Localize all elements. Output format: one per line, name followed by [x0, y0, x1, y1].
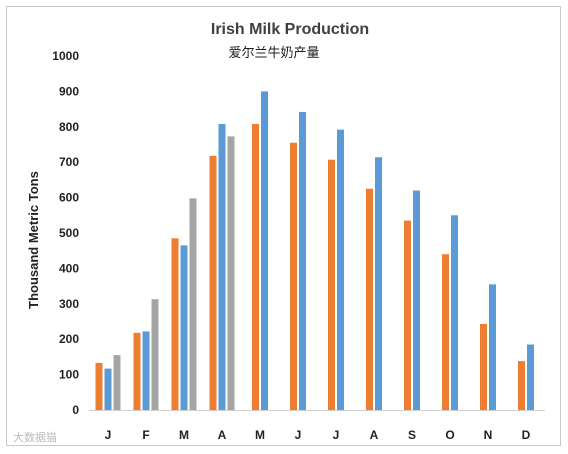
x-tick-label: A — [370, 428, 379, 442]
x-tick-label: J — [295, 428, 302, 442]
chart-subtitle: 爱尔兰牛奶产量 — [228, 45, 319, 60]
y-axis-label: Thousand Metric Tons — [26, 171, 41, 309]
bar-series-2-6 — [337, 129, 344, 410]
y-tick-label: 200 — [59, 332, 79, 346]
bar-series-1-9 — [442, 254, 449, 410]
x-tick-label: A — [218, 428, 227, 442]
bar-series-2-1 — [142, 331, 150, 410]
y-tick-label: 800 — [59, 120, 79, 134]
bar-series-1-5 — [290, 142, 297, 411]
bar-series-1-6 — [328, 159, 335, 410]
x-tick-label: O — [445, 428, 454, 442]
bar-series-2-7 — [375, 157, 382, 410]
y-tick-label: 500 — [59, 226, 79, 240]
bar-series-3-3 — [227, 136, 235, 410]
milk-production-chart: Irish Milk Production 爱尔兰牛奶产量 Thousand M… — [13, 21, 545, 444]
chart-frame: Irish Milk Production 爱尔兰牛奶产量 Thousand M… — [6, 6, 561, 446]
y-tick-label: 1000 — [52, 49, 79, 63]
bar-series-2-4 — [261, 91, 268, 411]
x-tick-label: N — [484, 428, 493, 442]
y-tick-label: 0 — [72, 403, 79, 417]
bar-series-2-9 — [451, 215, 458, 410]
bar-series-1-3 — [209, 155, 217, 410]
x-tick-label: J — [105, 428, 112, 442]
bar-series-2-8 — [413, 190, 420, 410]
x-tick-label: M — [179, 428, 189, 442]
bar-series-1-11 — [518, 361, 525, 410]
bar-series-1-4 — [252, 123, 259, 410]
bar-series-2-2 — [180, 245, 188, 410]
y-tick-label: 400 — [59, 261, 79, 275]
bar-series-2-11 — [527, 344, 534, 410]
chart-title: Irish Milk Production — [211, 21, 369, 38]
x-tick-label: F — [142, 428, 149, 442]
x-tick-label: M — [255, 428, 265, 442]
bar-series-1-7 — [366, 188, 373, 410]
bar-series-3-1 — [151, 299, 159, 410]
y-tick-label: 900 — [59, 84, 79, 98]
bar-series-1-2 — [171, 238, 179, 410]
bar-series-2-0 — [104, 368, 112, 410]
bar-series-1-0 — [95, 362, 103, 410]
y-tick-label: 300 — [59, 297, 79, 311]
bar-series-2-10 — [489, 284, 496, 410]
y-tick-label: 100 — [59, 368, 79, 382]
watermark: 大数据猫 — [13, 430, 57, 444]
bar-series-1-8 — [404, 220, 411, 410]
bar-series-2-3 — [218, 123, 226, 410]
y-tick-label: 600 — [59, 191, 79, 205]
x-tick-label: D — [522, 428, 531, 442]
bar-series-3-0 — [113, 355, 121, 410]
bar-series-3-2 — [189, 198, 197, 410]
bar-series-1-10 — [480, 323, 487, 410]
bar-series-2-5 — [299, 111, 306, 410]
x-tick-label: J — [333, 428, 340, 442]
y-tick-label: 700 — [59, 155, 79, 169]
bar-series-1-1 — [133, 332, 141, 410]
x-tick-label: S — [408, 428, 416, 442]
